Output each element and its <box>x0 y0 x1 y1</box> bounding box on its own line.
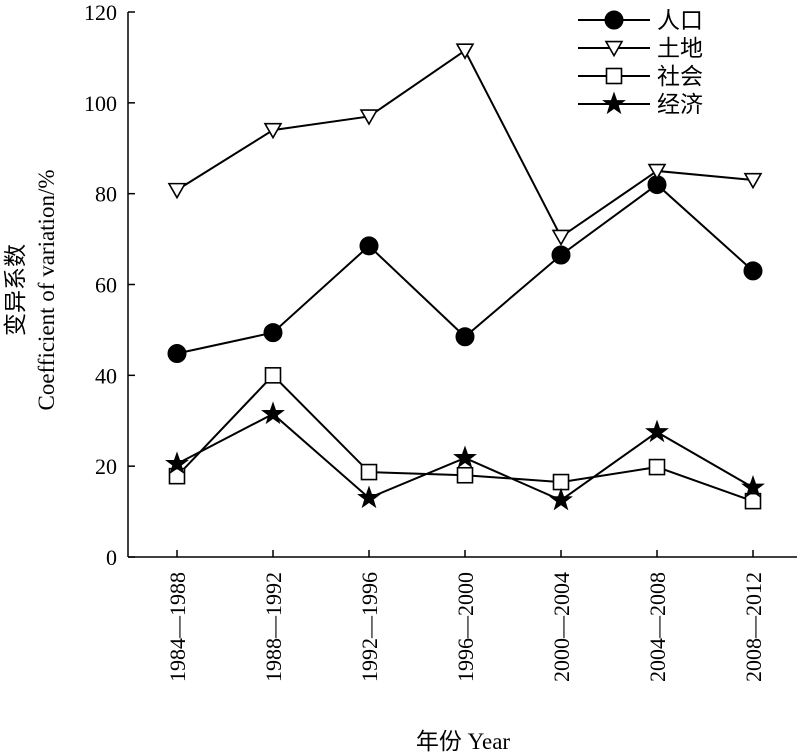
y-tick-label: 0 <box>106 545 117 570</box>
data-point <box>357 485 381 509</box>
data-point <box>165 451 189 475</box>
data-point <box>647 163 667 181</box>
x-tick-label: 2004—2008 <box>645 572 670 682</box>
data-point <box>648 458 666 476</box>
data-point <box>455 43 475 60</box>
data-point <box>645 419 669 443</box>
data-point <box>551 245 571 265</box>
data-point <box>549 487 573 511</box>
data-point <box>261 401 285 425</box>
data-point <box>744 492 762 510</box>
data-point <box>455 327 475 347</box>
x-tick-label: 1988—1992 <box>261 572 286 682</box>
y-tick-label: 60 <box>95 273 117 298</box>
legend-label: 人口 <box>657 8 703 33</box>
y-tick-label: 20 <box>95 454 117 479</box>
legend-marker <box>604 40 624 58</box>
legend-marker <box>604 10 624 30</box>
series-1 <box>167 175 763 364</box>
data-point <box>743 261 763 281</box>
data-point <box>453 445 477 469</box>
legend-item: 社会 <box>578 64 703 89</box>
y-tick-label: 80 <box>95 182 117 207</box>
x-axis-title: 年份 Year <box>416 729 510 754</box>
x-tick-label: 2000—2004 <box>549 572 574 682</box>
data-point <box>551 229 571 247</box>
data-point <box>741 474 765 498</box>
data-point <box>167 344 187 364</box>
legend-marker <box>602 91 626 115</box>
y-axis-title-en: Coefficient of variation/% <box>34 170 59 411</box>
legend-item: 人口 <box>578 8 703 33</box>
legend-label: 社会 <box>657 64 703 89</box>
y-tick-label: 40 <box>95 363 117 388</box>
y-tick-label: 120 <box>84 0 117 25</box>
data-point <box>263 323 283 343</box>
series-2 <box>167 43 763 247</box>
legend-item: 经济 <box>578 91 703 117</box>
series-4 <box>165 401 765 511</box>
x-tick-label: 2008—2012 <box>741 572 766 682</box>
series-layer <box>165 43 765 511</box>
y-axis-title-cn: 变异系数 <box>3 244 28 336</box>
x-tick-label: 1992—1996 <box>357 572 382 682</box>
legend-item: 土地 <box>578 36 703 61</box>
x-tick-label: 1984—1988 <box>165 572 190 682</box>
data-point <box>743 172 763 190</box>
data-point <box>359 109 379 126</box>
legend-marker <box>605 67 623 85</box>
legend-label: 土地 <box>657 36 703 61</box>
y-tick-label: 100 <box>84 91 117 116</box>
axes: 0 20 40 60 80 100 120 1984—1988 1988—1992 1992—19… <box>84 0 797 682</box>
data-point <box>263 122 283 140</box>
data-point <box>552 473 570 491</box>
legend-label: 经济 <box>657 92 703 117</box>
data-point <box>360 463 378 481</box>
x-tick-label: 1996—2000 <box>453 572 478 682</box>
data-point <box>359 236 379 256</box>
data-point <box>456 466 474 484</box>
series-3 <box>168 367 762 510</box>
data-point <box>167 182 187 200</box>
data-point <box>264 367 282 384</box>
